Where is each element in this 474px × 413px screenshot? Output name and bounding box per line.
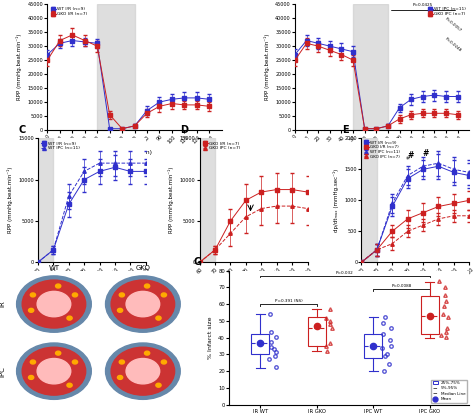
Circle shape [118, 309, 123, 312]
Circle shape [145, 284, 150, 288]
X-axis label: Time (min): Time (min) [75, 282, 109, 287]
Circle shape [17, 343, 91, 399]
Circle shape [17, 276, 91, 332]
Y-axis label: dp/dtₘₐₓ (mmHg.sec⁻¹): dp/dtₘₐₓ (mmHg.sec⁻¹) [333, 169, 339, 232]
Circle shape [73, 293, 78, 297]
Circle shape [67, 383, 72, 387]
Circle shape [111, 347, 174, 395]
Y-axis label: RPP (mmHg.beat.min⁻¹): RPP (mmHg.beat.min⁻¹) [264, 34, 270, 100]
Circle shape [119, 293, 125, 297]
Y-axis label: RPP (mmHg.beat.min⁻¹): RPP (mmHg.beat.min⁻¹) [168, 167, 174, 233]
Text: #: # [408, 151, 414, 160]
Circle shape [28, 375, 34, 380]
Text: #: # [423, 149, 429, 158]
Circle shape [145, 351, 150, 355]
Bar [38, 138, 53, 262]
Circle shape [156, 383, 161, 387]
Text: G: G [193, 257, 201, 267]
Circle shape [111, 280, 174, 328]
Circle shape [126, 292, 160, 317]
Text: C: C [18, 126, 26, 135]
Circle shape [118, 375, 123, 380]
Circle shape [22, 347, 86, 395]
Text: E: E [342, 126, 349, 135]
Text: P=0.0248: P=0.0248 [444, 37, 462, 53]
Circle shape [161, 360, 166, 364]
Text: WT: WT [48, 264, 60, 271]
Y-axis label: % Infarct size: % Infarct size [208, 316, 213, 359]
Circle shape [73, 360, 78, 364]
Circle shape [156, 316, 161, 320]
Y-axis label: RPP (mmHg.beat.min⁻¹): RPP (mmHg.beat.min⁻¹) [7, 167, 13, 233]
Legend: GKO I/R (n=7), GKO IPC (n=7): GKO I/R (n=7), GKO IPC (n=7) [202, 140, 242, 151]
Circle shape [37, 358, 71, 384]
Circle shape [106, 343, 180, 399]
Legend: WT I/R (n=9), GKO I/R (n=7), WT IPC (n=11), GKO IPC (n=7): WT I/R (n=9), GKO I/R (n=7), WT IPC (n=1… [364, 140, 401, 159]
Bar [361, 138, 377, 262]
Bar [97, 4, 135, 130]
X-axis label: Time (min): Time (min) [365, 150, 399, 155]
Legend: WT I/R (n=9), WT IPC (n=11): WT I/R (n=9), WT IPC (n=11) [40, 140, 81, 151]
Circle shape [55, 351, 61, 355]
Bar [200, 138, 215, 262]
Circle shape [30, 360, 36, 364]
Legend: 25%-75%, 5%-95%, Median Line, Mean: 25%-75%, 5%-95%, Median Line, Mean [431, 380, 467, 403]
Y-axis label: RPP (mmHg.beat.min⁻¹): RPP (mmHg.beat.min⁻¹) [16, 34, 22, 100]
Text: GKO: GKO [136, 264, 150, 271]
Text: B: B [264, 0, 271, 1]
X-axis label: Time (min): Time (min) [237, 282, 271, 287]
Circle shape [161, 293, 166, 297]
Legend: WT IPC (n=11), GKO IPC (n=7): WT IPC (n=11), GKO IPC (n=7) [427, 6, 467, 17]
Text: IPC: IPC [0, 366, 5, 377]
Circle shape [22, 280, 86, 328]
Circle shape [30, 293, 36, 297]
Circle shape [55, 284, 61, 288]
Circle shape [28, 309, 34, 312]
Text: P=0.391 (NS): P=0.391 (NS) [274, 299, 302, 303]
Circle shape [126, 358, 160, 384]
Circle shape [106, 276, 180, 332]
Circle shape [119, 360, 125, 364]
Text: IR: IR [0, 301, 5, 307]
Bar [353, 4, 388, 130]
Text: D: D [180, 126, 188, 135]
X-axis label: Time (min): Time (min) [398, 282, 432, 287]
Circle shape [67, 316, 72, 320]
Circle shape [37, 292, 71, 317]
X-axis label: Time (min): Time (min) [118, 150, 152, 155]
Legend: WT I/R (n=9), GKO I/R (n=7): WT I/R (n=9), GKO I/R (n=7) [50, 6, 88, 17]
Text: P=0.032: P=0.032 [336, 271, 354, 275]
Text: *: * [406, 156, 410, 164]
Text: A: A [16, 0, 24, 1]
Text: P=0.0057: P=0.0057 [444, 17, 462, 33]
Text: P=0.0088: P=0.0088 [391, 284, 411, 288]
Text: P=0.0425: P=0.0425 [413, 3, 433, 7]
